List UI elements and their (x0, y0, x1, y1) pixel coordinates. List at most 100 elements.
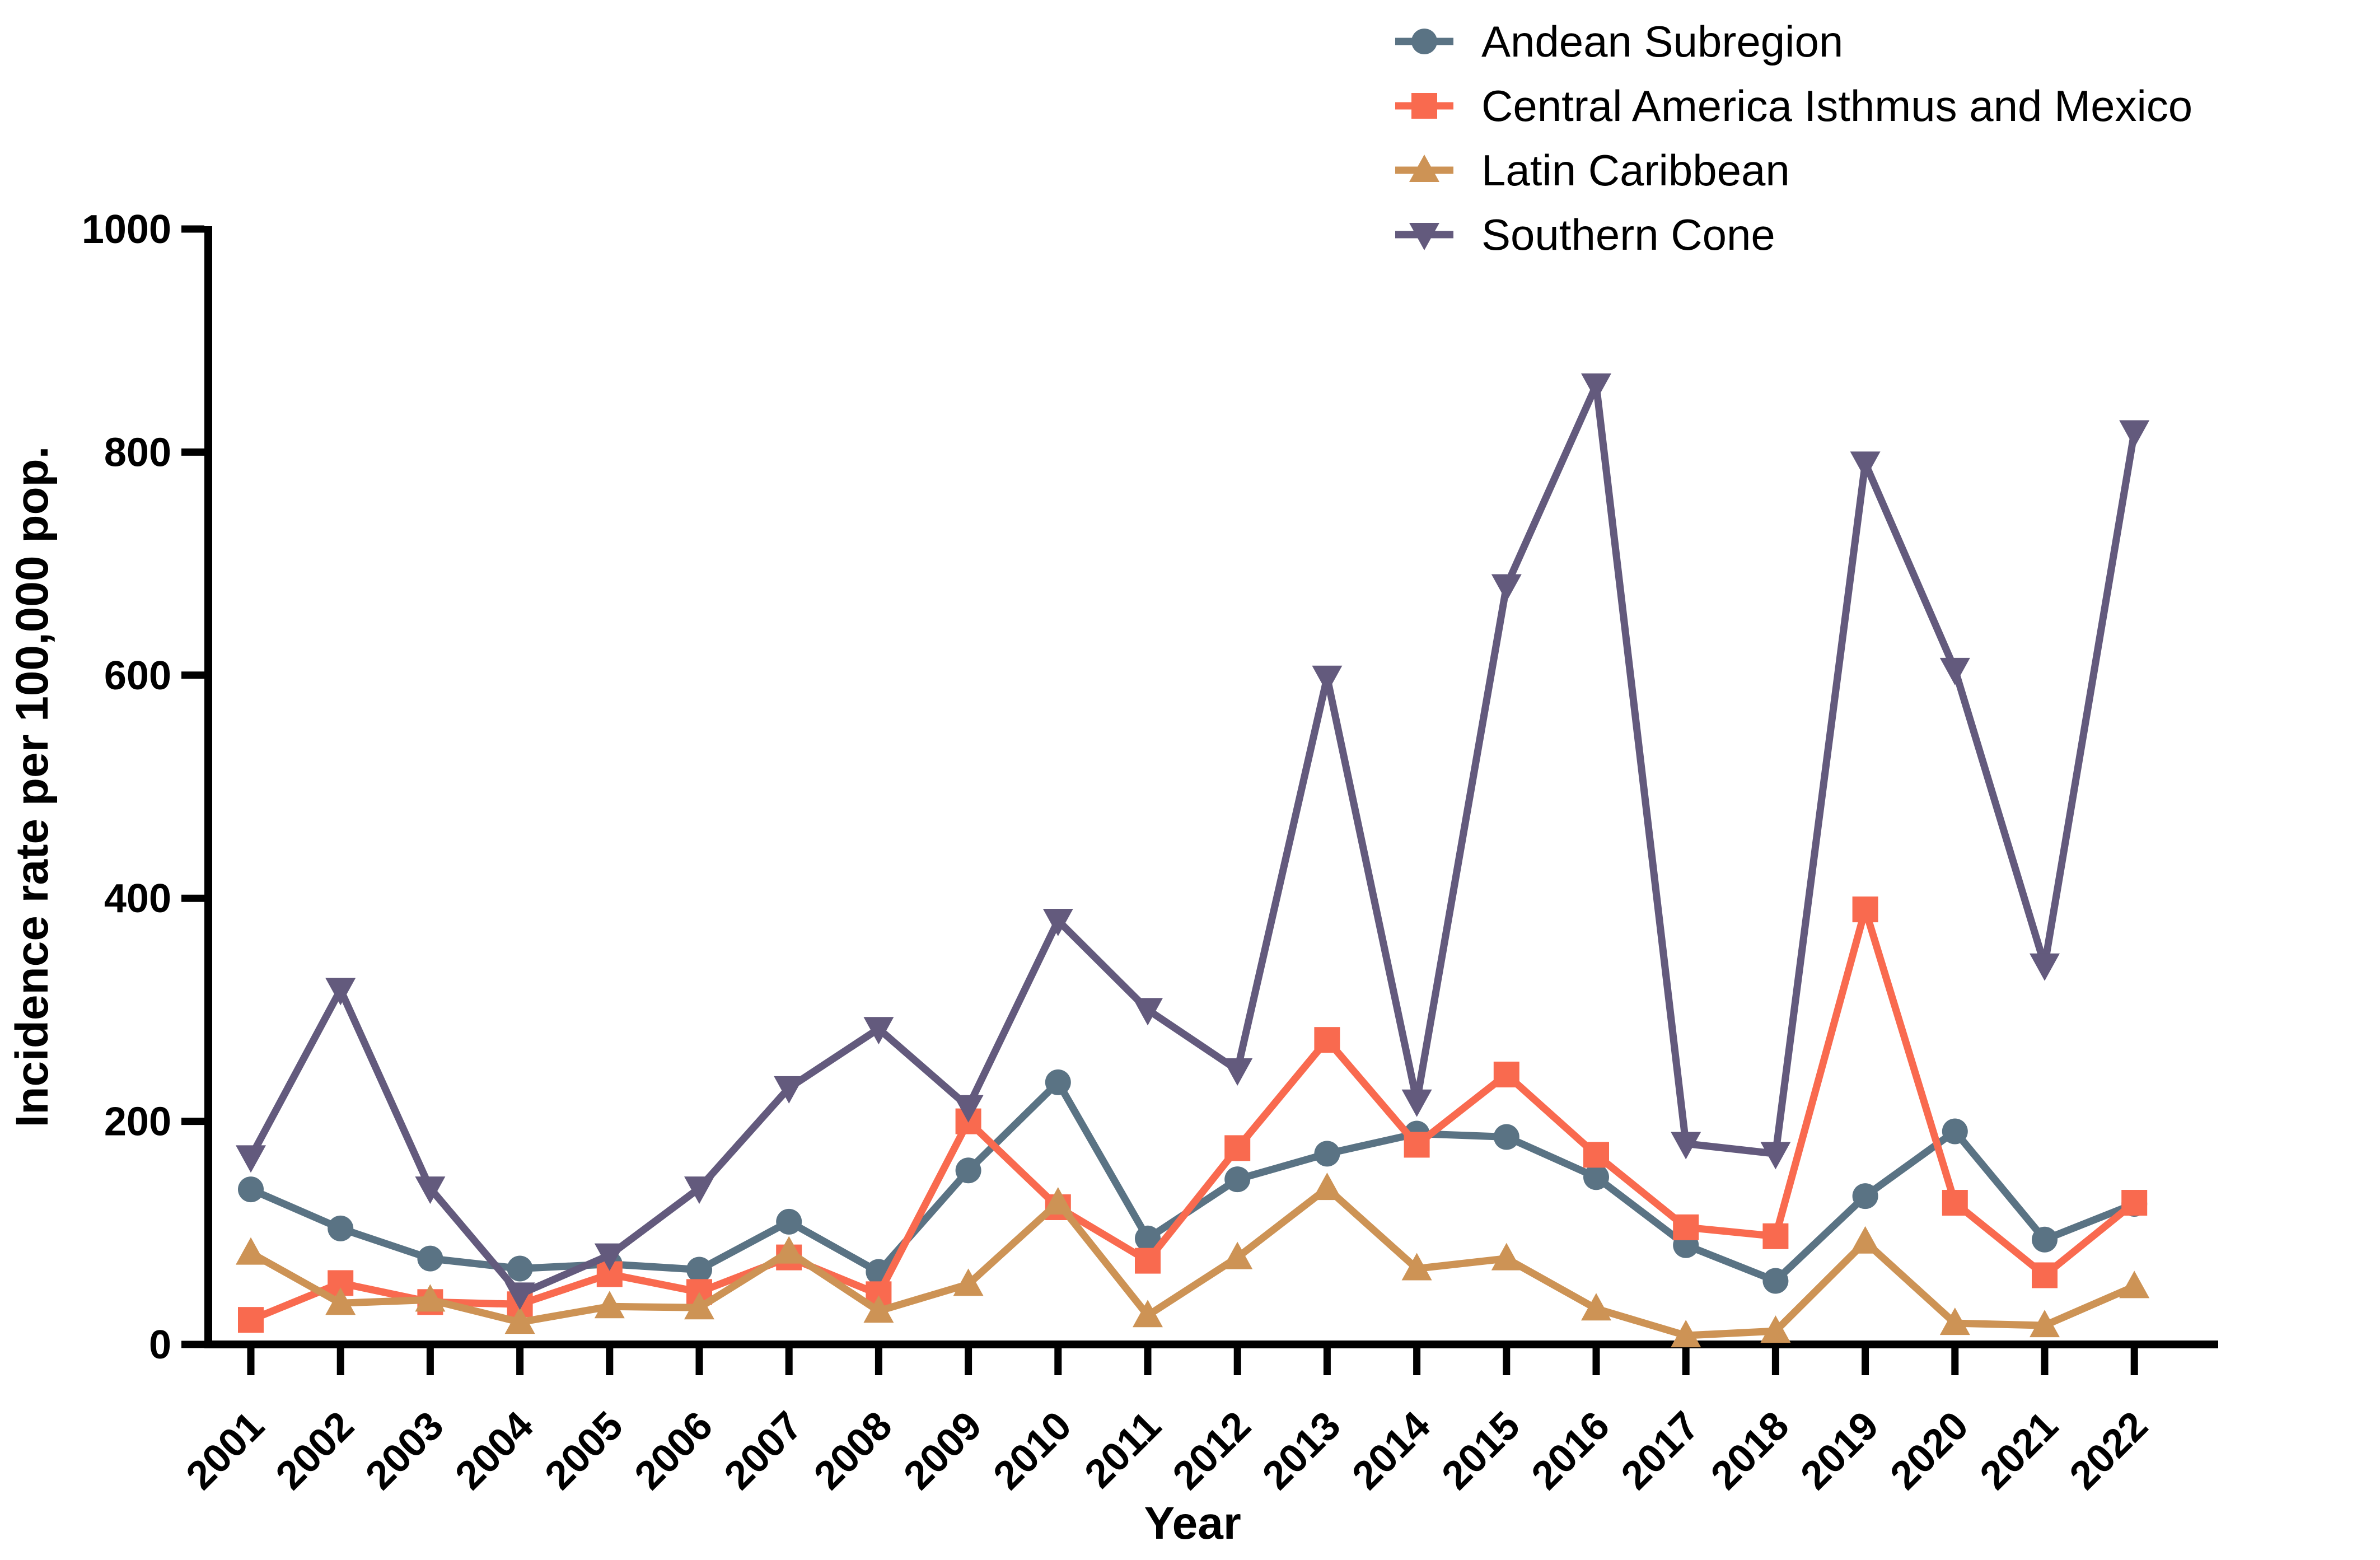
x-tick-label: 2003 (357, 1403, 452, 1498)
data-point-marker (776, 1208, 802, 1235)
data-point-marker (1314, 1027, 1340, 1053)
x-axis-title: Year (1144, 1498, 1241, 1549)
data-point-marker (1762, 1223, 1789, 1249)
series-southern-cone (236, 373, 2150, 1310)
data-point-marker (955, 1157, 981, 1184)
data-point-marker (325, 1287, 356, 1315)
data-point-marker (236, 1237, 266, 1265)
x-tick-label: 2005 (536, 1403, 632, 1498)
data-point-marker (1850, 1226, 1881, 1254)
data-point-marker (594, 1243, 625, 1271)
data-point-marker (415, 1284, 446, 1312)
legend-item-central-america-isthmus-and-mexico: Central America Isthmus and Mexico (1395, 81, 2192, 130)
data-point-marker (1401, 1089, 1432, 1117)
x-tick-label: 2007 (716, 1403, 811, 1498)
data-point-marker (2030, 953, 2060, 981)
data-point-marker (2030, 1310, 2060, 1338)
data-point-marker (1045, 1069, 1071, 1095)
data-point-marker (1852, 1183, 1878, 1209)
data-point-marker (1581, 1293, 1611, 1321)
x-tick-label: 2001 (177, 1403, 273, 1498)
data-point-marker (507, 1255, 533, 1282)
x-tick-label: 2004 (447, 1403, 542, 1498)
data-point-marker (1762, 1268, 1789, 1294)
data-point-marker (1409, 155, 1439, 182)
data-point-marker (417, 1245, 443, 1272)
data-point-marker (863, 1017, 894, 1045)
data-point-marker (1224, 1166, 1251, 1193)
x-tick-label: 2016 (1523, 1403, 1618, 1498)
data-point-marker (1760, 1142, 1791, 1170)
data-point-marker (2032, 1262, 2058, 1288)
data-point-marker (684, 1176, 714, 1204)
data-point-marker (1312, 665, 1343, 693)
data-point-marker (863, 1295, 894, 1323)
data-point-marker (1222, 1058, 1253, 1086)
data-point-marker (1042, 1187, 1073, 1215)
x-tick-label: 2013 (1254, 1403, 1349, 1498)
data-point-marker (953, 1095, 984, 1123)
legend-item-andean-subregion: Andean Subregion (1395, 17, 1843, 66)
series-line (247, 1184, 2138, 1339)
y-tick-label: 600 (104, 653, 171, 698)
data-point-marker (2121, 1190, 2148, 1216)
series-andean-subregion (238, 1069, 2148, 1294)
data-point-marker (1133, 998, 1163, 1026)
data-point-marker (1493, 1061, 1519, 1087)
data-point-marker (1314, 1141, 1340, 1167)
data-point-marker (1581, 373, 1611, 401)
data-point-marker (504, 1306, 535, 1334)
data-point-marker (1939, 657, 1970, 685)
data-point-marker (1491, 1243, 1522, 1271)
data-point-marker (1671, 1320, 1701, 1348)
data-point-marker (1671, 1132, 1701, 1160)
data-point-marker (686, 1257, 712, 1283)
data-point-marker (774, 1076, 805, 1104)
x-tick-label: 2014 (1344, 1403, 1439, 1498)
x-tick-label: 2015 (1433, 1403, 1528, 1498)
series-line (247, 381, 2138, 1298)
data-point-marker (2119, 1271, 2150, 1299)
data-point-marker (238, 1176, 264, 1203)
data-point-marker (953, 1268, 984, 1296)
x-tick-label: 2008 (806, 1403, 901, 1498)
data-point-marker (2119, 420, 2150, 448)
data-point-marker (1942, 1190, 1968, 1216)
y-tick-label: 0 (149, 1323, 171, 1367)
data-point-marker (238, 1307, 264, 1333)
data-point-marker (1942, 1118, 1968, 1145)
data-point-marker (1222, 1241, 1253, 1269)
y-tick-label: 400 (104, 876, 171, 921)
data-point-marker (1404, 1132, 1430, 1158)
x-tick-label: 2019 (1792, 1403, 1887, 1498)
data-point-marker (1491, 574, 1522, 602)
data-point-marker (504, 1282, 535, 1310)
data-point-marker (1939, 1307, 1970, 1335)
legend-label: Andean Subregion (1481, 17, 1843, 66)
data-point-marker (1852, 896, 1878, 923)
data-point-marker (1850, 451, 1881, 479)
y-tick-label: 800 (104, 430, 171, 475)
data-point-marker (236, 1145, 266, 1173)
data-point-marker (684, 1292, 714, 1320)
series-line (247, 905, 2138, 1324)
data-point-marker (1411, 29, 1437, 54)
data-point-marker (1411, 93, 1437, 119)
x-tick-label: 2017 (1613, 1403, 1708, 1498)
data-point-marker (1224, 1135, 1251, 1161)
data-point-marker (774, 1236, 805, 1264)
legend-item-southern-cone: Southern Cone (1395, 210, 1775, 259)
x-tick-label: 2002 (268, 1403, 363, 1498)
series-latin-caribbean (236, 1173, 2150, 1348)
x-tick-label: 2010 (985, 1403, 1080, 1498)
x-tick-label: 2022 (2061, 1403, 2157, 1498)
data-point-marker (1135, 1248, 1161, 1274)
data-point-marker (1760, 1315, 1791, 1343)
y-tick-label: 200 (104, 1100, 171, 1145)
y-axis-title: Incidence rate per 100,000 pop. (7, 446, 58, 1128)
data-point-marker (415, 1176, 446, 1204)
x-tick-label: 2018 (1703, 1403, 1798, 1498)
legend-item-latin-caribbean: Latin Caribbean (1395, 146, 1790, 195)
